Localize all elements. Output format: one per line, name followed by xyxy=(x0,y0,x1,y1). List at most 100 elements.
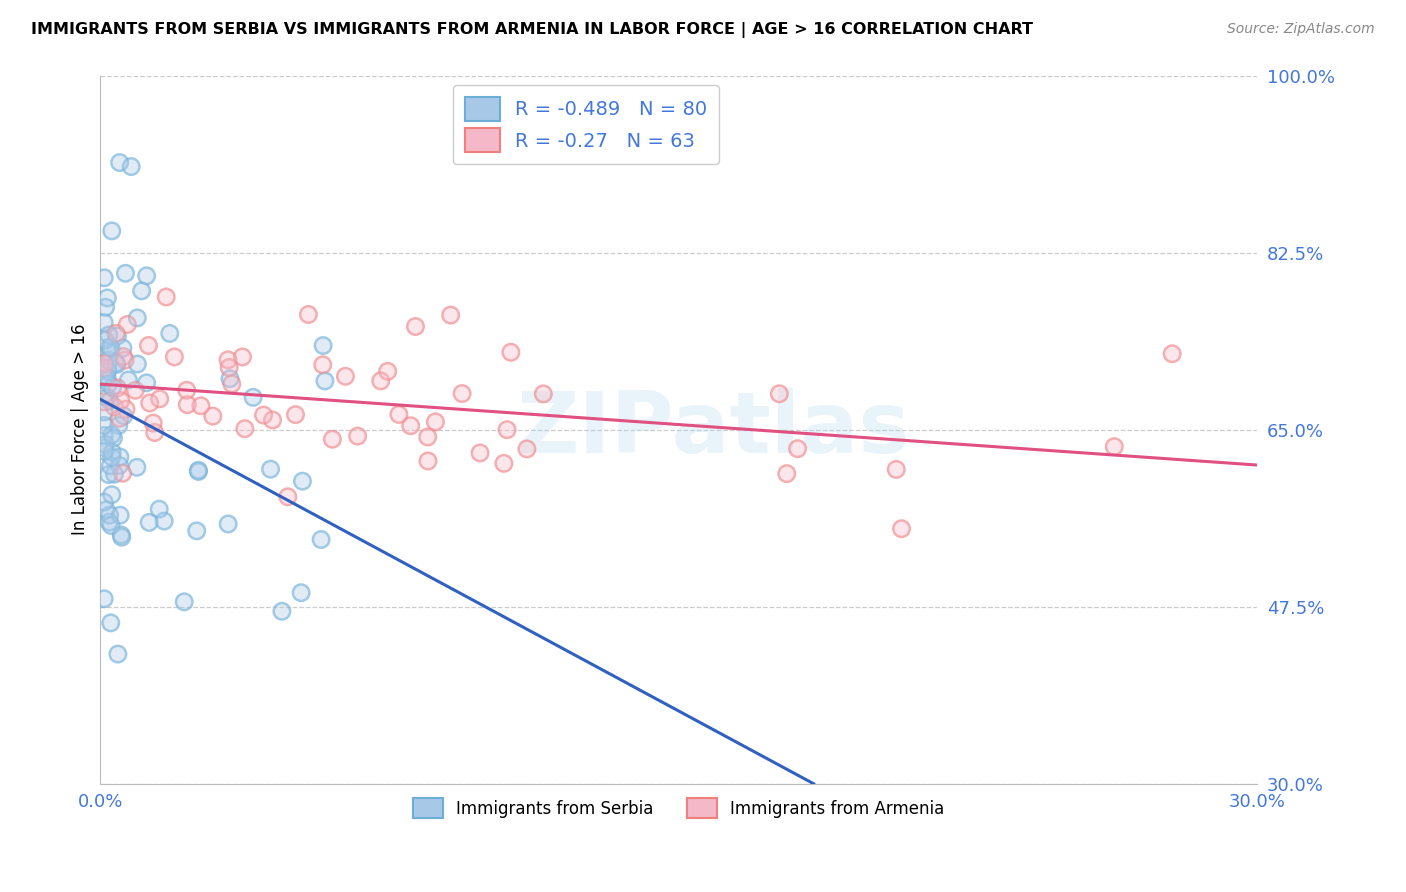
Point xyxy=(173,595,195,609)
Point xyxy=(96,291,118,305)
Point xyxy=(163,350,186,364)
Point xyxy=(98,340,121,354)
Point xyxy=(93,428,115,442)
Point xyxy=(93,361,115,376)
Point xyxy=(101,445,124,459)
Point xyxy=(101,224,124,238)
Point xyxy=(100,341,122,355)
Point xyxy=(277,490,299,504)
Point xyxy=(111,530,134,544)
Point xyxy=(312,338,335,352)
Point xyxy=(468,446,491,460)
Point xyxy=(776,467,799,481)
Point xyxy=(93,495,115,509)
Point xyxy=(242,390,264,404)
Point xyxy=(100,488,122,502)
Point xyxy=(377,364,399,378)
Point xyxy=(291,474,314,488)
Point xyxy=(259,462,281,476)
Point xyxy=(1161,347,1184,361)
Text: Source: ZipAtlas.com: Source: ZipAtlas.com xyxy=(1227,22,1375,37)
Point xyxy=(93,444,115,458)
Point xyxy=(155,290,177,304)
Point xyxy=(117,373,139,387)
Point xyxy=(105,357,128,371)
Point xyxy=(346,429,368,443)
Point xyxy=(101,450,124,464)
Point xyxy=(252,408,274,422)
Point xyxy=(312,358,335,372)
Point xyxy=(890,522,912,536)
Point xyxy=(120,160,142,174)
Point xyxy=(108,411,131,425)
Point xyxy=(233,422,256,436)
Point xyxy=(93,418,115,433)
Point xyxy=(135,268,157,283)
Point xyxy=(96,371,118,385)
Point xyxy=(190,399,212,413)
Point xyxy=(127,310,149,325)
Point xyxy=(114,353,136,368)
Point xyxy=(96,361,118,376)
Point xyxy=(231,350,253,364)
Point xyxy=(98,508,121,522)
Text: ZIPatlas: ZIPatlas xyxy=(516,388,910,471)
Point xyxy=(107,329,129,343)
Point xyxy=(93,316,115,330)
Point xyxy=(149,392,172,406)
Point xyxy=(97,328,120,343)
Point xyxy=(93,441,115,455)
Point xyxy=(108,155,131,169)
Point xyxy=(187,465,209,479)
Point xyxy=(284,408,307,422)
Point xyxy=(176,384,198,398)
Point xyxy=(138,516,160,530)
Point xyxy=(1161,347,1184,361)
Point xyxy=(219,372,242,386)
Point xyxy=(98,340,121,354)
Point xyxy=(776,467,799,481)
Point xyxy=(100,488,122,502)
Point xyxy=(496,423,519,437)
Point xyxy=(98,394,121,409)
Point xyxy=(103,400,125,414)
Point xyxy=(155,290,177,304)
Point xyxy=(105,326,128,341)
Point xyxy=(124,384,146,398)
Point xyxy=(107,418,129,433)
Point xyxy=(110,528,132,542)
Point xyxy=(201,409,224,423)
Point xyxy=(111,341,134,355)
Point xyxy=(93,495,115,509)
Point xyxy=(108,155,131,169)
Point xyxy=(98,458,121,473)
Point xyxy=(112,409,135,423)
Point xyxy=(499,345,522,359)
Point xyxy=(218,360,240,375)
Text: IMMIGRANTS FROM SERBIA VS IMMIGRANTS FROM ARMENIA IN LABOR FORCE | AGE > 16 CORR: IMMIGRANTS FROM SERBIA VS IMMIGRANTS FRO… xyxy=(31,22,1033,38)
Point xyxy=(143,425,166,440)
Point xyxy=(111,341,134,355)
Point xyxy=(93,371,115,385)
Point xyxy=(159,326,181,341)
Point xyxy=(884,462,907,476)
Point xyxy=(101,224,124,238)
Point xyxy=(890,522,912,536)
Point xyxy=(217,516,239,531)
Point xyxy=(416,430,439,444)
Point xyxy=(108,450,131,464)
Point xyxy=(93,361,115,376)
Point xyxy=(142,416,165,430)
Point xyxy=(233,422,256,436)
Point xyxy=(346,429,368,443)
Point xyxy=(101,427,124,442)
Point xyxy=(768,386,790,401)
Point xyxy=(96,291,118,305)
Point xyxy=(186,524,208,538)
Point xyxy=(103,431,125,445)
Point xyxy=(321,432,343,446)
Point xyxy=(97,364,120,378)
Point xyxy=(370,374,392,388)
Point xyxy=(271,604,294,618)
Point xyxy=(440,308,463,322)
